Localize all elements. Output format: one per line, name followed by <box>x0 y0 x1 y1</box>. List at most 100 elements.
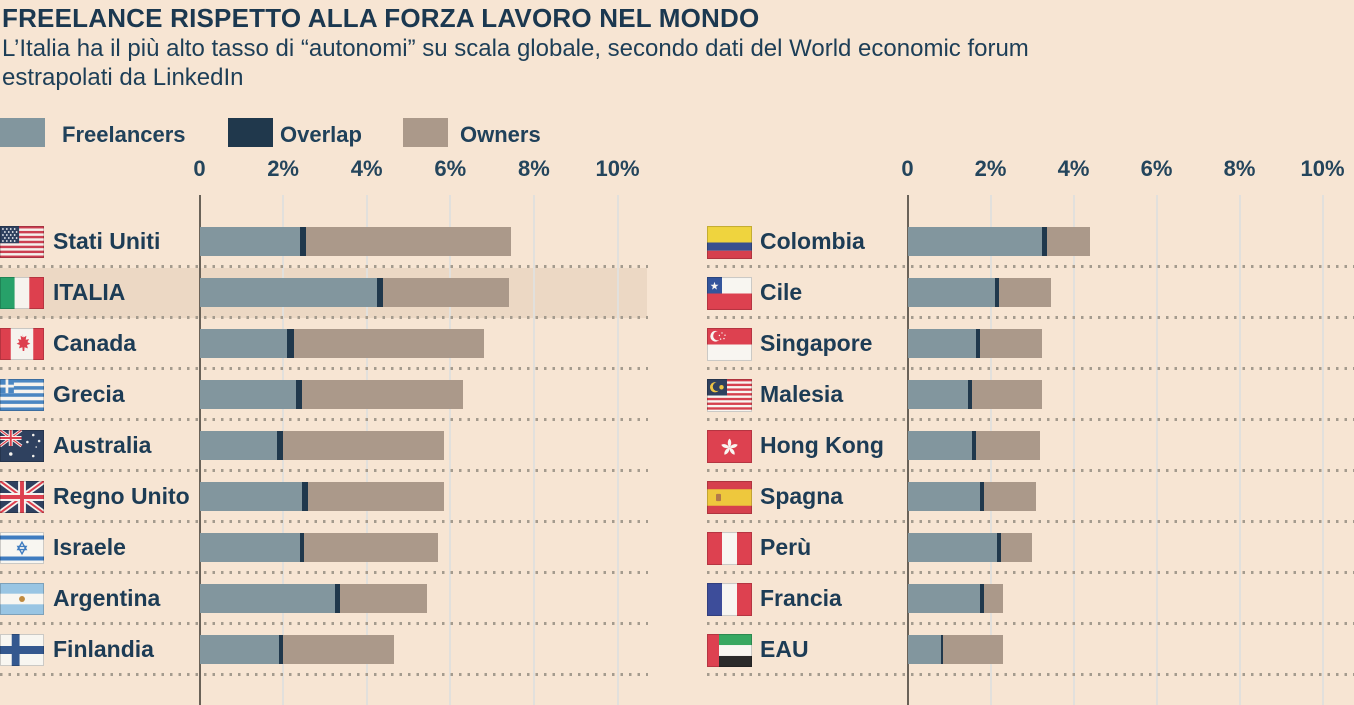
country-label-singapore: Singapore <box>760 329 873 356</box>
axis-tick-10%: 10% <box>595 156 640 181</box>
bar-segment-owners-hong-kong <box>975 430 1041 460</box>
row-separator <box>0 621 648 625</box>
axis-tick-0: 0 <box>901 156 914 181</box>
bar-segment-overlap-singapore <box>975 328 981 358</box>
country-label-finlandia: Finlandia <box>53 635 154 662</box>
bar-segment-owners-eau <box>942 634 1003 664</box>
bar-segment-freelancers-grecia <box>199 379 296 409</box>
bar-segment-overlap-argentina <box>335 583 340 613</box>
country-label-stati-uniti: Stati Uniti <box>53 227 161 254</box>
bar-segment-freelancers-perù <box>907 532 997 562</box>
bar-segment-owners-argentina <box>339 583 428 613</box>
bar-segment-overlap-spagna <box>980 481 985 511</box>
row-separator <box>0 264 648 268</box>
country-label-canada: Canada <box>53 329 137 356</box>
country-label-grecia: Grecia <box>53 380 125 407</box>
bar-segment-freelancers-eau <box>907 634 941 664</box>
bar-segment-freelancers-spagna <box>907 481 981 511</box>
flag-finlandia <box>0 633 44 666</box>
country-label-regno-unito: Regno Unito <box>53 482 190 509</box>
flag-hong-kong <box>707 429 752 463</box>
flag-perù <box>707 531 752 565</box>
country-label-colombia: Colombia <box>760 227 865 254</box>
bar-segment-overlap-colombia <box>1042 226 1047 256</box>
country-label-argentina: Argentina <box>53 584 161 611</box>
bar-segment-overlap-regno-unito <box>301 481 309 511</box>
bar-segment-freelancers-colombia <box>907 226 1043 256</box>
country-label-spagna: Spagna <box>760 482 844 509</box>
row-separator <box>0 417 648 421</box>
row-separator <box>0 468 648 472</box>
legend-swatch-owners <box>403 118 448 147</box>
axis-tick-4%: 4% <box>1057 156 1090 181</box>
bar-segment-overlap-australia <box>276 430 284 460</box>
axis-gridline <box>1155 195 1158 705</box>
legend-label-owners: Owners <box>460 122 541 147</box>
bar-segment-freelancers-canada <box>199 328 288 358</box>
bar-segment-owners-australia <box>283 430 445 460</box>
axis-tick-6%: 6% <box>434 156 467 181</box>
bar-segment-freelancers-hong-kong <box>907 430 972 460</box>
axis-tick-8%: 8% <box>517 156 550 181</box>
bar-segment-owners-colombia <box>1046 226 1091 256</box>
country-label-eau: EAU <box>760 635 809 662</box>
bar-segment-owners-grecia <box>301 379 463 409</box>
chart-title: FREELANCE RISPETTO ALLA FORZA LAVORO NEL… <box>2 3 760 33</box>
flag-colombia <box>707 225 752 259</box>
country-label-francia: Francia <box>760 584 842 611</box>
country-label-australia: Australia <box>53 431 152 458</box>
bar-segment-freelancers-stati-uniti <box>199 226 300 256</box>
bar-segment-owners-cile <box>998 277 1051 307</box>
bar-segment-freelancers-cile <box>907 277 995 307</box>
bar-segment-freelancers-francia <box>907 583 981 613</box>
legend-swatch-freelancers <box>0 118 45 147</box>
country-label-hong-kong: Hong Kong <box>760 431 884 458</box>
bar-segment-freelancers-italia <box>199 277 378 307</box>
bar-segment-freelancers-singapore <box>907 328 976 358</box>
bar-segment-overlap-perù <box>996 532 1001 562</box>
row-separator <box>707 570 1354 574</box>
bar-segment-overlap-finlandia <box>278 634 284 664</box>
bar-segment-owners-malesia <box>971 379 1043 409</box>
bar-segment-overlap-grecia <box>295 379 302 409</box>
chart-subtitle: L’Italia ha il più alto tasso di “autono… <box>2 35 1029 92</box>
flag-stati-uniti <box>0 225 44 258</box>
country-label-malesia: Malesia <box>760 380 844 407</box>
axis-gridline <box>1321 195 1324 705</box>
axis-gridline <box>1072 195 1075 705</box>
flag-spagna <box>707 480 752 514</box>
row-separator <box>0 366 648 370</box>
flag-grecia <box>0 378 44 411</box>
country-label-israele: Israele <box>53 533 126 560</box>
subtitle-line-1: L’Italia ha il più alto tasso di “autono… <box>2 35 1029 62</box>
flag-malesia <box>707 378 752 412</box>
bar-segment-freelancers-malesia <box>907 379 968 409</box>
bar-segment-overlap-hong-kong <box>971 430 976 460</box>
bar-segment-overlap-israele <box>299 532 304 562</box>
bar-segment-overlap-francia <box>980 583 985 613</box>
flag-francia <box>707 582 752 616</box>
bar-segment-overlap-malesia <box>967 379 972 409</box>
flag-argentina <box>0 582 44 615</box>
axis-gridline <box>532 195 535 705</box>
bar-segment-owners-singapore <box>980 328 1043 358</box>
axis-tick-0: 0 <box>193 156 206 181</box>
country-label-cile: Cile <box>760 278 803 305</box>
flag-cile <box>707 276 752 310</box>
bar-segment-overlap-stati-uniti <box>299 226 307 256</box>
flag-israele <box>0 531 44 564</box>
legend-swatch-overlap <box>228 118 273 147</box>
row-separator <box>707 366 1354 370</box>
axis-gridline <box>449 195 452 705</box>
axis-tick-10%: 10% <box>1300 156 1345 181</box>
legend-label-freelancers: Freelancers <box>62 122 186 147</box>
row-separator <box>707 519 1354 523</box>
bar-segment-freelancers-finlandia <box>199 634 279 664</box>
row-separator <box>707 264 1354 268</box>
flag-canada <box>0 327 44 360</box>
row-separator <box>0 570 648 574</box>
flag-australia <box>0 429 44 462</box>
bar-segment-overlap-cile <box>994 277 999 307</box>
bar-segment-overlap-italia <box>377 277 384 307</box>
